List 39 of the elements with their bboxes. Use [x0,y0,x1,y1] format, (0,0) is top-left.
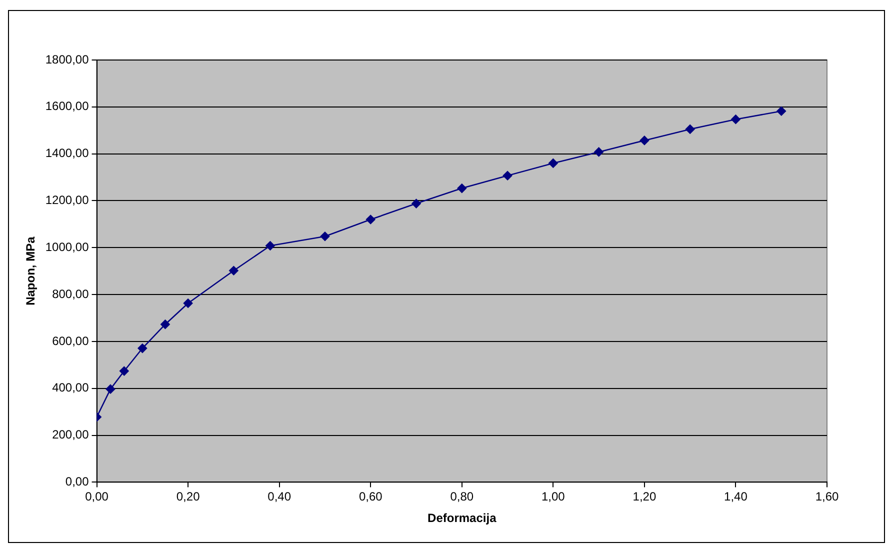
point [548,158,558,168]
point [685,124,695,134]
point [731,114,740,124]
x-tick-label: 0,20 [176,490,200,504]
point [106,384,116,394]
point [366,214,376,224]
point [183,298,193,308]
x-tick-label: 0,80 [450,490,474,504]
x-tick-label: 1,40 [724,490,748,504]
point [120,366,129,376]
y-tick-label: 1800,00 [45,52,90,66]
point [320,232,330,242]
point [594,147,604,157]
y-tick-label: 1600,00 [45,99,90,114]
point [266,241,275,250]
x-tick-label: 1,00 [541,490,566,504]
y-axis-title: Napon, MPa [24,236,38,306]
point [776,106,786,116]
y-tick-label: 1400,00 [45,146,90,160]
y-tick-label: 1200,00 [45,193,90,208]
x-tick-label: 1,60 [815,490,839,504]
x-tick-label: 0,60 [358,490,383,504]
y-tick-label: 800,00 [52,286,90,301]
point [457,184,467,193]
point [138,344,148,353]
x-tick-label: 1,20 [632,490,656,504]
point [229,266,238,276]
y-tick-label: 200,00 [52,428,90,442]
y-tick-label: 600,00 [52,334,90,348]
x-tick-label: 0,00 [85,490,109,504]
y-tick-label: 0,00 [65,474,90,489]
point [502,170,512,180]
point [640,136,650,146]
y-tick-label: 1000,00 [45,240,90,254]
point [412,198,421,208]
point [160,320,170,329]
y-tick-label: 400,00 [52,380,90,395]
x-axis-title: Deformacija [428,511,497,526]
x-tick-label: 0,40 [268,490,292,504]
